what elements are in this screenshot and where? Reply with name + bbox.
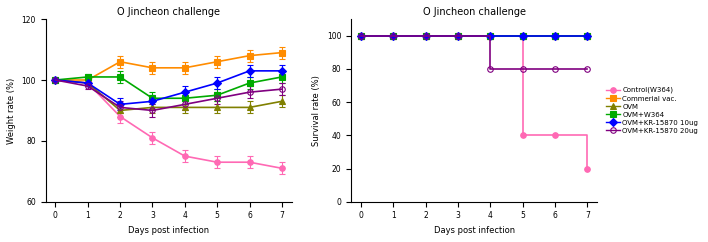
Y-axis label: Survival rate (%): Survival rate (%) <box>312 75 321 146</box>
Title: O Jincheon challenge: O Jincheon challenge <box>423 7 525 17</box>
X-axis label: Days post infection: Days post infection <box>128 226 209 235</box>
Title: O Jincheon challenge: O Jincheon challenge <box>117 7 220 17</box>
X-axis label: Days post infection: Days post infection <box>433 226 515 235</box>
Legend: Control(W364), Commerial vac., OVM, OVM+W364, OVM+KR-15870 10ug, OVM+KR-15870 20: Control(W364), Commerial vac., OVM, OVM+… <box>603 84 701 137</box>
Y-axis label: Weight rate (%): Weight rate (%) <box>7 77 16 144</box>
